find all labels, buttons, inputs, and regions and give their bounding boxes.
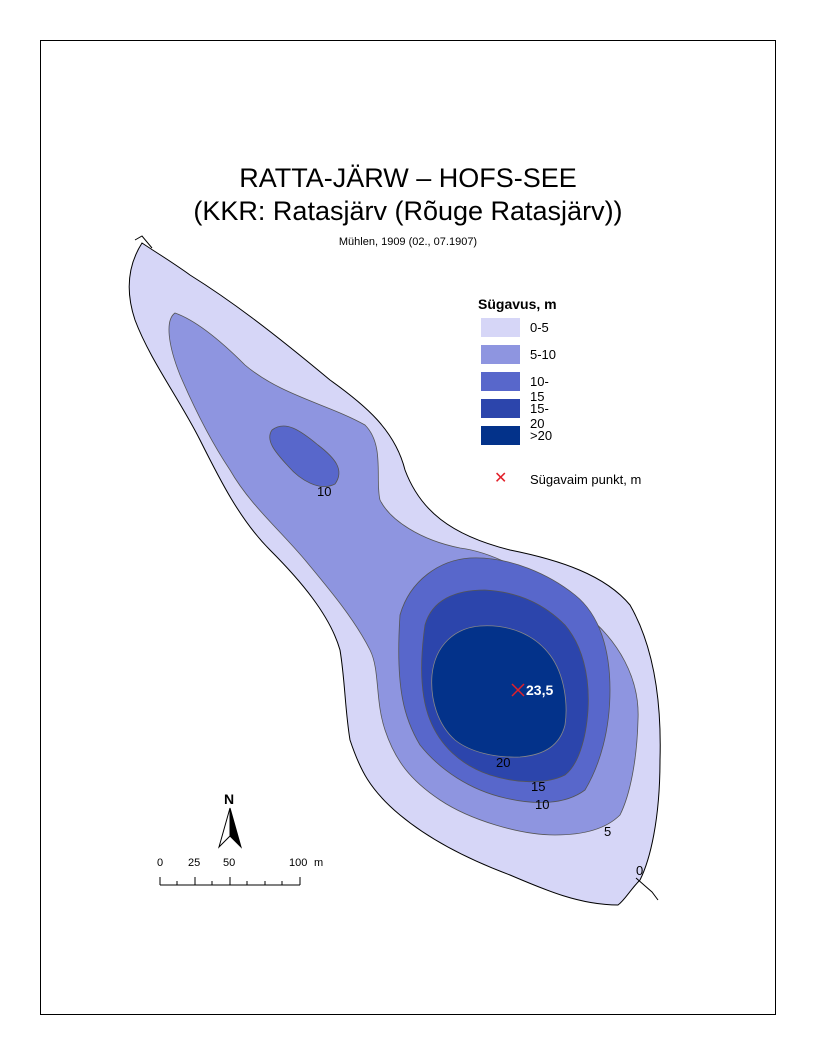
cross-icon: ✕	[494, 470, 508, 487]
legend-deepest-label: Sügavaim punkt, m	[530, 472, 642, 487]
scale-unit: m	[314, 857, 324, 869]
shoreline-south	[635, 877, 659, 901]
legend-label: 10-15	[530, 374, 549, 404]
legend-label: 15-20	[530, 401, 549, 431]
legend-item: 0-5	[478, 318, 557, 345]
legend-swatch	[481, 345, 520, 364]
shoreline-north	[134, 235, 153, 249]
depth-zone-10-15-north	[269, 425, 340, 487]
contour-label-10: 10	[535, 797, 550, 812]
legend-item: 10-15	[478, 372, 557, 404]
map-source: Mühlen, 1909 (02., 07.1907)	[338, 236, 478, 248]
legend-swatch	[481, 372, 520, 391]
legend-swatch	[481, 399, 520, 418]
north-arrow-icon	[217, 807, 243, 849]
legend-item: 15-20	[478, 399, 557, 431]
legend-label: 5-10	[530, 347, 557, 362]
legend-label: 0-5	[530, 320, 549, 335]
legend-label: >20	[530, 428, 553, 443]
map-frame	[40, 40, 776, 1015]
scale-tick-label: 50	[223, 857, 236, 869]
legend-item: 5-10	[478, 345, 557, 372]
north-label: N	[224, 791, 235, 807]
scale-tick-label: 0	[157, 857, 164, 869]
map-title: RATTA-JÄRW – HOFS-SEE	[239, 163, 577, 193]
contour-label-15: 15	[531, 779, 546, 794]
contour-label-0: 0	[636, 863, 644, 878]
deepest-point-value: 23,5	[526, 682, 554, 698]
legend-item: >20	[478, 426, 557, 453]
scale-tick-label: 100	[289, 857, 308, 869]
depth-zone-over-20	[431, 625, 567, 758]
contour-label-10-north: 10	[317, 484, 332, 499]
map-subtitle: (KKR: Ratasjärv (Rõuge Ratasjärv))	[193, 196, 623, 226]
legend: Sügavus, m 0-5 5-10 10-15 15-20 >20	[478, 296, 557, 453]
legend-swatch	[481, 426, 520, 445]
contour-label-5: 5	[604, 824, 612, 839]
legend-title: Sügavus, m	[478, 296, 557, 312]
scale-bar	[159, 877, 301, 886]
legend-swatch	[481, 318, 520, 337]
scale-tick-label: 25	[188, 857, 201, 869]
deepest-point-marker	[511, 683, 525, 697]
contour-label-20: 20	[496, 755, 511, 770]
